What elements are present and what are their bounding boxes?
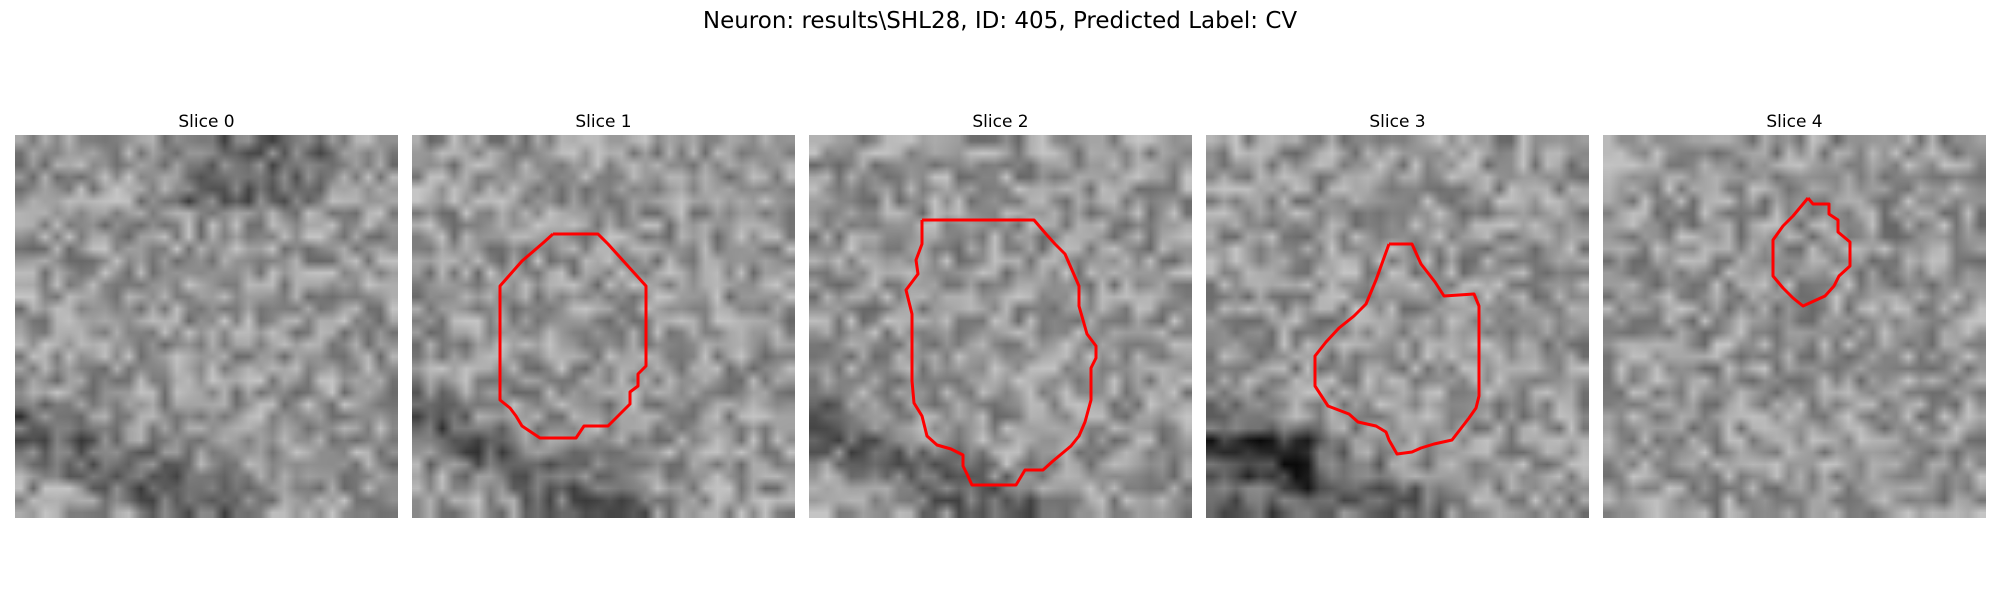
slice-panel-0: Slice 0 [15, 110, 398, 518]
slice-title: Slice 1 [575, 112, 632, 132]
roi-contour [904, 218, 1098, 487]
slice-panel-4: Slice 4 [1603, 110, 1986, 518]
slice-image [15, 135, 398, 518]
roi-contour [498, 232, 648, 440]
slice-image [809, 135, 1192, 518]
roi-contour [1771, 197, 1852, 308]
figure-title: Neuron: results\SHL28, ID: 405, Predicte… [702, 8, 1298, 34]
slice-panel-2: Slice 2 [809, 110, 1192, 518]
slice-image [412, 135, 795, 518]
slice-panel-1: Slice 1 [412, 110, 795, 518]
slice-title: Slice 4 [1766, 112, 1823, 132]
slice-image [1603, 135, 1986, 518]
slice-title: Slice 3 [1369, 112, 1426, 132]
slice-title: Slice 0 [178, 112, 235, 132]
slice-title: Slice 2 [972, 112, 1029, 132]
roi-contour [1313, 242, 1481, 456]
slice-panel-3: Slice 3 [1206, 110, 1589, 518]
